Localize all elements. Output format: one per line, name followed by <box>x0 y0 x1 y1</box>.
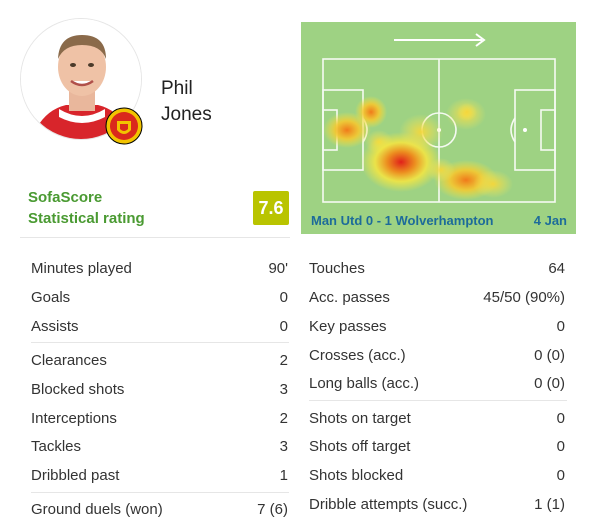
section-divider <box>31 492 289 493</box>
arrow-right-icon <box>394 33 486 47</box>
stat-crosses: Crosses (acc.) 0 (0) <box>309 342 565 371</box>
stat-label: Assists <box>31 318 79 335</box>
section-divider <box>309 400 567 401</box>
rating-label-brand: SofaScore <box>28 189 103 206</box>
heatmap-panel[interactable]: Man Utd 0 - 1 Wolverhampton 4 Jan <box>301 22 576 234</box>
stat-minutes-played: Minutes played 90' <box>31 255 288 284</box>
stat-value: 0 (0) <box>534 375 565 392</box>
stat-acc-passes: Acc. passes 45/50 (90%) <box>309 284 565 313</box>
stat-label: Tackles <box>31 438 82 455</box>
stat-label: Shots off target <box>309 438 411 455</box>
stat-key-passes: Key passes 0 <box>309 313 565 342</box>
stat-long-balls: Long balls (acc.) 0 (0) <box>309 370 565 399</box>
stat-value: 0 <box>556 467 565 484</box>
stat-shots-blocked: Shots blocked 0 <box>309 462 565 491</box>
stat-value: 64 <box>548 260 565 277</box>
stat-label: Shots on target <box>309 410 411 427</box>
stat-label: Dribbled past <box>31 467 120 484</box>
stat-label: Key passes <box>309 318 387 335</box>
rating-label-text: Statistical rating <box>28 210 145 227</box>
heatmap-match[interactable]: Man Utd 0 - 1 Wolverhampton <box>311 213 494 228</box>
heatmap-date: 4 Jan <box>533 213 567 228</box>
stat-value: 1 (1) <box>534 496 565 513</box>
stat-value: 90' <box>268 260 288 277</box>
stat-assists: Assists 0 <box>31 313 288 342</box>
rating-badge: 7.6 <box>253 191 289 225</box>
stat-value: 0 <box>556 410 565 427</box>
stat-dribble-attempts: Dribble attempts (succ.) 1 (1) <box>309 491 565 520</box>
stat-label: Blocked shots <box>31 381 125 398</box>
stat-touches: Touches 64 <box>309 255 565 284</box>
stat-value: 0 <box>556 438 565 455</box>
stat-label: Acc. passes <box>309 289 390 306</box>
stat-value: 0 (0) <box>534 347 565 364</box>
stat-tackles: Tackles 3 <box>31 433 288 462</box>
stat-value: 0 <box>556 318 565 335</box>
player-avatar <box>20 18 142 140</box>
player-last-name: Jones <box>161 104 212 125</box>
stat-value: 7 (6) <box>257 501 288 518</box>
stat-value: 2 <box>279 352 288 369</box>
section-divider <box>20 237 290 238</box>
stat-shots-off-target: Shots off target 0 <box>309 433 565 462</box>
stat-label: Dribble attempts (succ.) <box>309 496 468 513</box>
club-badge-icon <box>104 106 144 146</box>
stat-value: 1 <box>279 467 288 484</box>
stat-blocked-shots: Blocked shots 3 <box>31 376 288 405</box>
stat-label: Touches <box>309 260 365 277</box>
section-divider <box>31 342 289 343</box>
stat-value: 0 <box>279 289 288 306</box>
stat-label: Crosses (acc.) <box>309 347 406 364</box>
stat-label: Ground duels (won) <box>31 501 163 518</box>
stat-label: Long balls (acc.) <box>309 375 420 392</box>
stat-label: Goals <box>31 289 71 306</box>
stat-label: Interceptions <box>31 410 117 427</box>
player-name: Phil Jones <box>161 76 212 128</box>
stat-clearances: Clearances 2 <box>31 347 288 376</box>
stat-value: 3 <box>279 438 288 455</box>
stat-value: 2 <box>279 410 288 427</box>
rating-label: SofaScore Statistical rating <box>28 187 145 229</box>
stat-value: 0 <box>279 318 288 335</box>
stat-dribbled-past: Dribbled past 1 <box>31 462 288 491</box>
stat-label: Minutes played <box>31 260 132 277</box>
stat-label: Shots blocked <box>309 467 404 484</box>
stat-goals: Goals 0 <box>31 284 288 313</box>
stat-value: 45/50 (90%) <box>483 289 565 306</box>
stat-label: Clearances <box>31 352 107 369</box>
stat-ground-duels: Ground duels (won) 7 (6) <box>31 496 288 525</box>
heatmap-pitch <box>322 33 556 203</box>
stat-shots-on-target: Shots on target 0 <box>309 405 565 434</box>
player-first-name: Phil <box>161 78 193 99</box>
stat-interceptions: Interceptions 2 <box>31 405 288 434</box>
stat-value: 3 <box>279 381 288 398</box>
player-photo-icon <box>21 19 141 139</box>
